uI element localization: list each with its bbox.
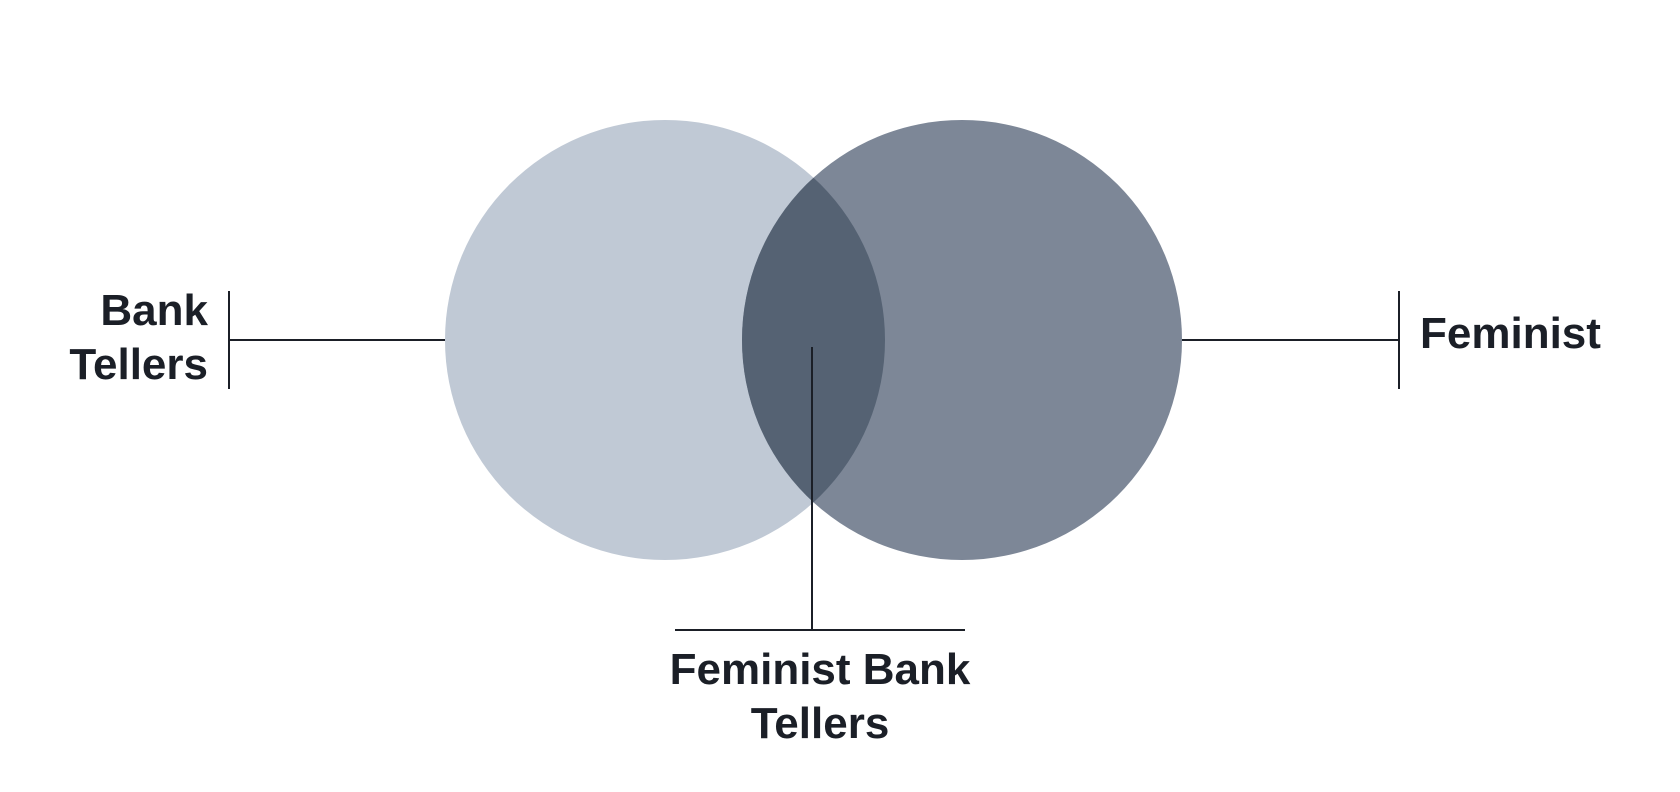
bank-tellers-label-line-1: Bank: [100, 286, 208, 335]
intersection-region: [742, 120, 885, 560]
bank-tellers-label: Bank Tellers: [69, 284, 208, 392]
intersection-label-line-1: Feminist Bank: [669, 645, 971, 694]
intersection-label: Feminist Bank Tellers: [620, 643, 1020, 751]
intersection-label-line-2: Tellers: [750, 699, 890, 748]
feminist-label-line-1: Feminist: [1420, 309, 1601, 358]
feminist-label: Feminist: [1420, 307, 1601, 361]
bank-tellers-label-line-2: Tellers: [69, 340, 208, 389]
